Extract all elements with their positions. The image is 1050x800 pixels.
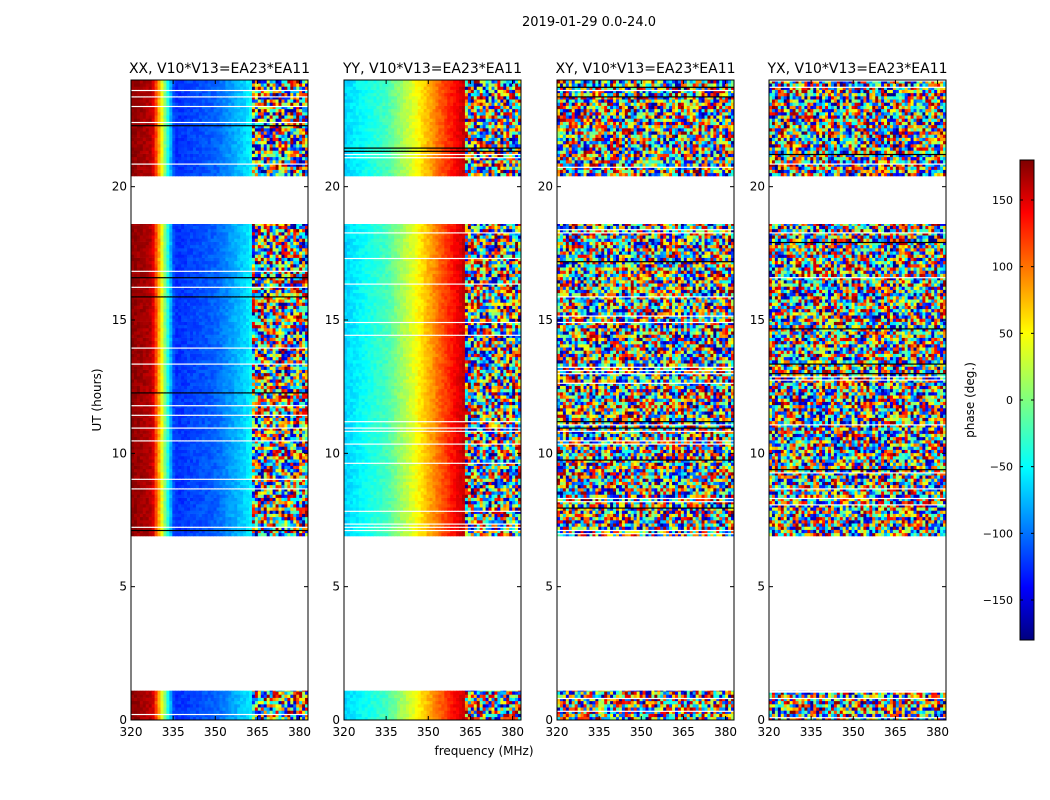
y-tick-label: 20	[750, 180, 765, 194]
heatmap-image	[769, 80, 946, 720]
x-tick-label: 335	[162, 725, 185, 739]
figure: 2019-01-29 0.0-24.0 XX, V10*V13=EA23*EA1…	[0, 0, 1050, 800]
y-tick-label: 10	[750, 446, 765, 460]
colorbar-tick-label: 150	[992, 194, 1013, 207]
x-tick-label: 350	[417, 725, 440, 739]
y-tick-label: 10	[538, 446, 553, 460]
x-tick-label: 380	[501, 725, 524, 739]
panel-title: XY, V10*V13=EA23*EA11	[555, 61, 735, 77]
y-tick-label: 15	[750, 313, 765, 327]
y-tick-label: 5	[332, 580, 340, 594]
colorbar-tick-label: −100	[983, 527, 1013, 540]
colorbar-tick-label: 100	[992, 261, 1013, 274]
heatmap-image	[344, 80, 521, 720]
y-tick-label: 5	[757, 580, 765, 594]
x-tick-label: 365	[246, 725, 269, 739]
y-tick-label: 0	[119, 713, 127, 727]
y-tick-label: 0	[757, 713, 765, 727]
y-tick-label: 0	[332, 713, 340, 727]
x-tick-label: 335	[375, 725, 398, 739]
panel-title: YX, V10*V13=EA23*EA11	[766, 61, 947, 77]
panel-3: XY, V10*V13=EA23*EA11 320 335 350 365 380 0 5 10…	[538, 61, 737, 739]
x-tick-label: 380	[714, 725, 737, 739]
colorbar-tick-label: 0	[1006, 394, 1013, 407]
colorbar-label: phase (deg.)	[963, 362, 977, 438]
x-tick-label: 380	[926, 725, 949, 739]
y-tick-label: 5	[119, 580, 127, 594]
x-tick-label: 320	[758, 725, 781, 739]
panel-1: XX, V10*V13=EA23*EA11 320 335 350 365 380 0 5 10…	[112, 61, 311, 739]
panel-title: YY, V10*V13=EA23*EA11	[342, 61, 522, 77]
panel-title: XX, V10*V13=EA23*EA11	[129, 61, 310, 77]
x-tick-label: 380	[288, 725, 311, 739]
x-tick-label: 350	[630, 725, 653, 739]
colorbar: 150 100 50 0 −50 −100 −150 phase (deg.)	[963, 160, 1034, 640]
x-tick-label: 350	[842, 725, 865, 739]
y-tick-label: 10	[112, 446, 127, 460]
x-tick-label: 320	[333, 725, 356, 739]
y-tick-label: 0	[545, 713, 553, 727]
colorbar-tick-label: 50	[999, 327, 1013, 340]
heatmap-image	[557, 80, 734, 720]
x-tick-label: 335	[588, 725, 611, 739]
x-tick-label: 365	[884, 725, 907, 739]
y-tick-label: 20	[538, 180, 553, 194]
figure-suptitle: 2019-01-29 0.0-24.0	[522, 15, 656, 30]
x-axis-label: frequency (MHz)	[434, 744, 533, 758]
heatmap-image	[131, 80, 308, 720]
x-tick-label: 335	[800, 725, 823, 739]
y-tick-label: 15	[325, 313, 340, 327]
panel-4: YX, V10*V13=EA23*EA11 320 335 350 365 380 0 5 10…	[750, 61, 949, 739]
y-tick-label: 15	[112, 313, 127, 327]
colorbar-tick-label: −150	[983, 594, 1013, 607]
colorbar-tick-label: −50	[990, 461, 1013, 474]
x-tick-label: 350	[204, 725, 227, 739]
y-tick-label: 10	[325, 446, 340, 460]
y-tick-label: 5	[545, 580, 553, 594]
y-tick-label: 20	[112, 180, 127, 194]
y-tick-label: 15	[538, 313, 553, 327]
x-tick-label: 365	[672, 725, 695, 739]
x-tick-label: 320	[546, 725, 569, 739]
x-tick-label: 320	[120, 725, 143, 739]
y-axis-label: UT (hours)	[90, 368, 104, 431]
panel-2: YY, V10*V13=EA23*EA11 320 335 350 365 380 0 5 10…	[325, 61, 524, 739]
y-tick-label: 20	[325, 180, 340, 194]
x-tick-label: 365	[459, 725, 482, 739]
